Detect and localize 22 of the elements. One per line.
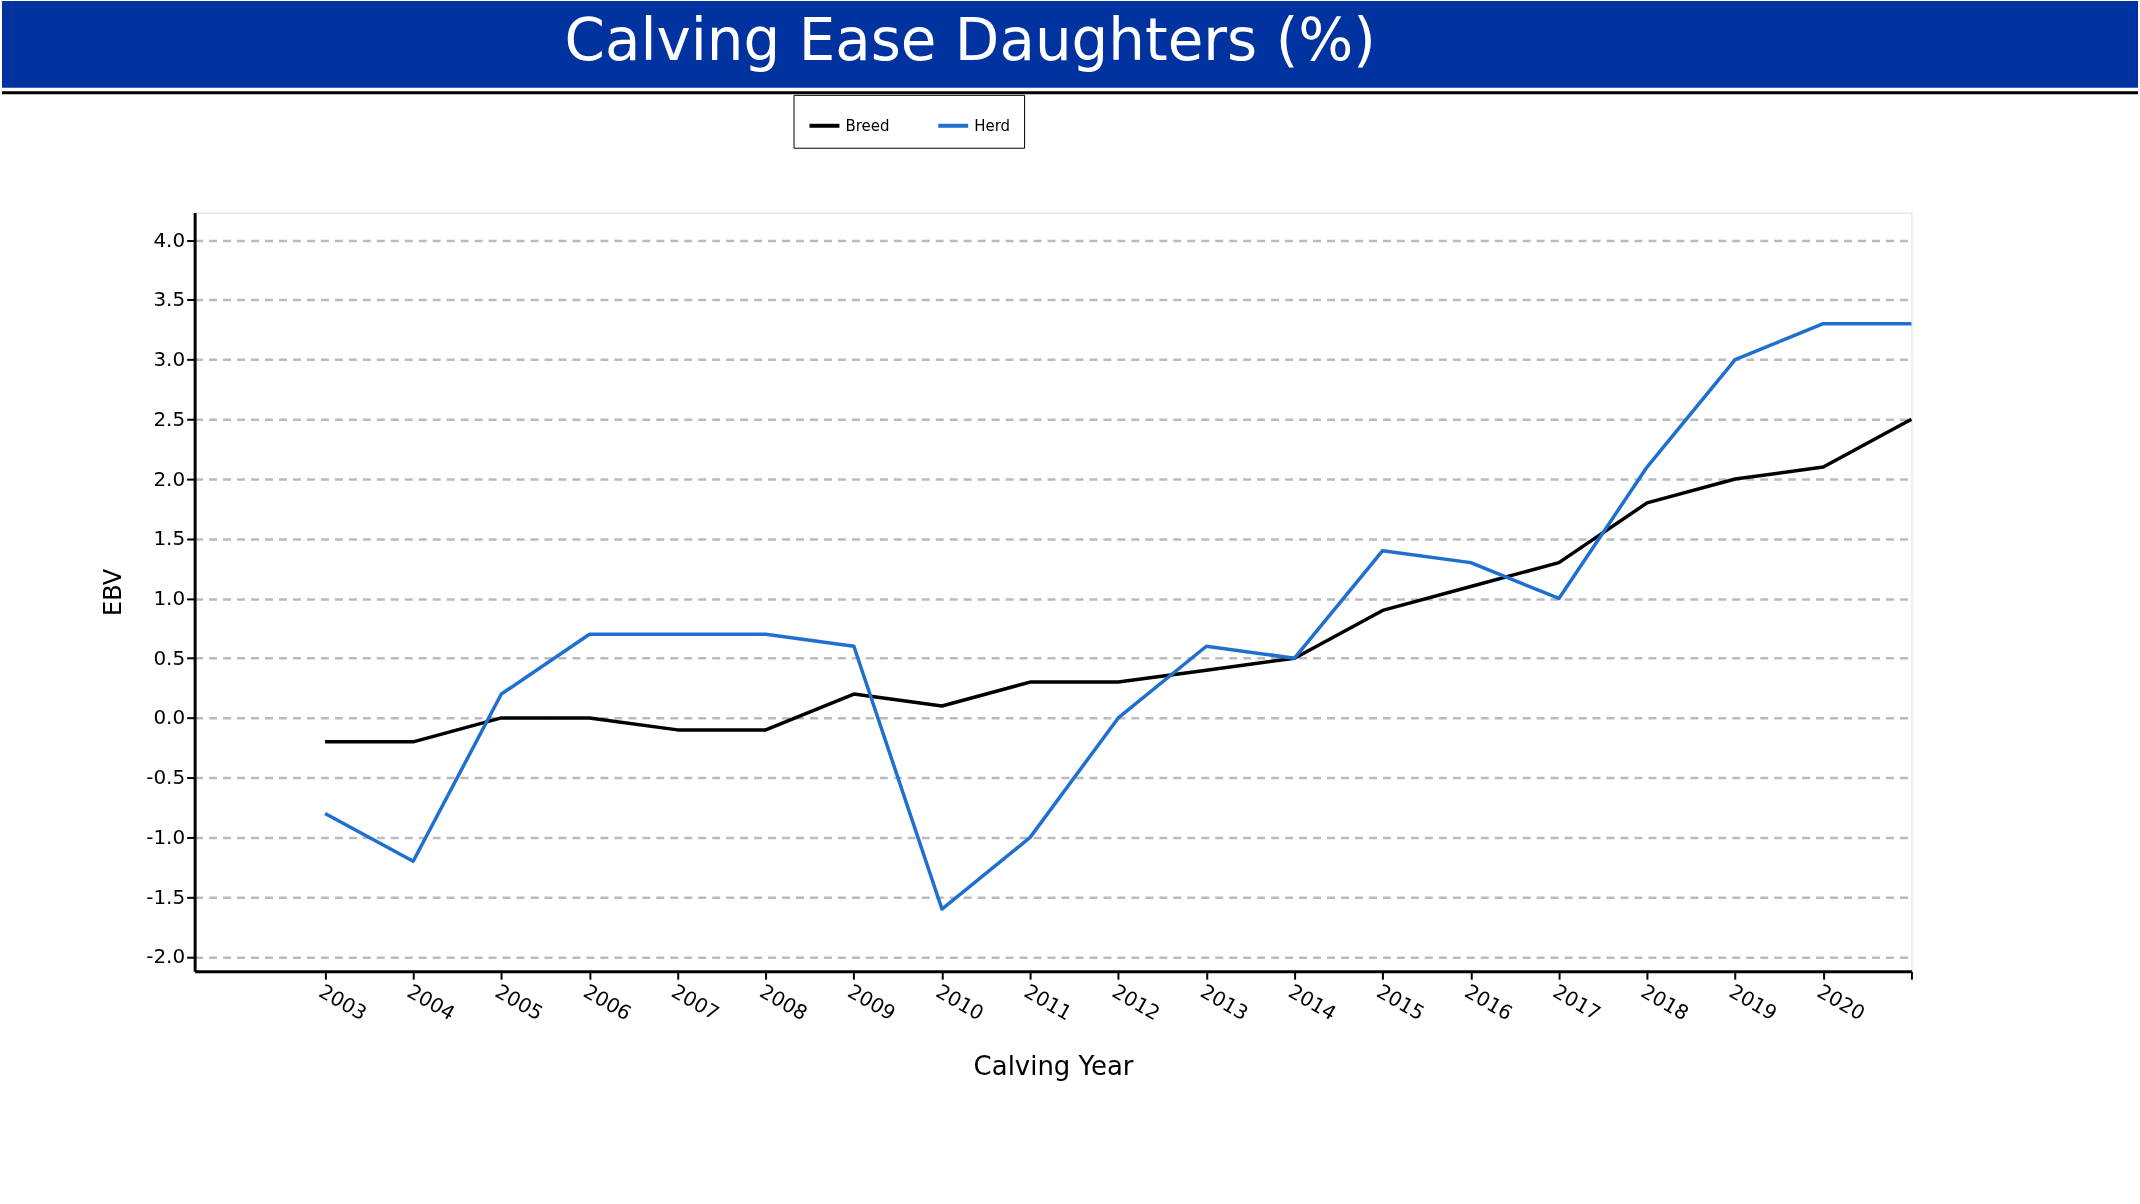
y-tick-label: 0.0: [153, 705, 186, 730]
y-tick-label: -1.5: [146, 884, 186, 909]
y-tick-label: 1.0: [153, 585, 186, 610]
y-tick-label: 2.0: [153, 466, 186, 491]
legend-label: Breed: [845, 116, 890, 135]
x-axis-title: Calving Year: [973, 1051, 1134, 1082]
y-tick-label: 1.5: [153, 526, 186, 551]
x-tick-label: 2007: [667, 979, 724, 1026]
y-tick-label: 3.0: [153, 347, 186, 372]
y-axis-title: EBV: [99, 568, 128, 616]
y-tick-label: 2.5: [153, 406, 186, 431]
x-tick-label: 2017: [1548, 979, 1605, 1026]
y-tick-label: 0.5: [153, 645, 186, 670]
y-tick-label: -0.5: [146, 765, 186, 790]
chart-title: Calving Ease Daughters (%): [564, 5, 1376, 74]
y-tick-label: -1.0: [146, 824, 186, 849]
y-tick-label: 4.0: [153, 227, 186, 252]
line-series: [323, 321, 1914, 911]
y-tick-label: -2.0: [146, 944, 186, 969]
y-tick-label: 3.5: [153, 287, 186, 312]
line-series: [323, 417, 1914, 744]
legend-label: Herd: [974, 116, 1011, 135]
